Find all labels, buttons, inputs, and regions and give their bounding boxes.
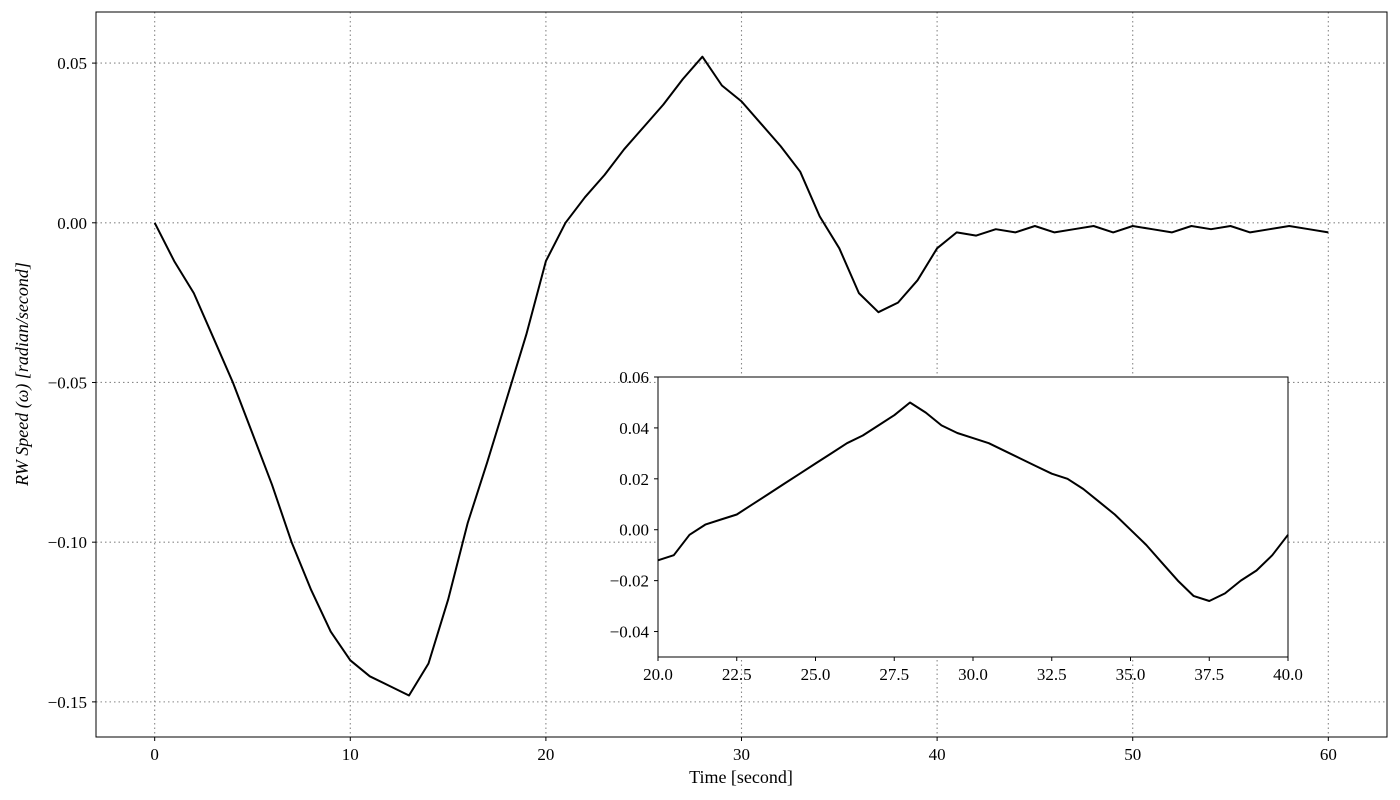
inset-x-tick-label: 27.5	[879, 665, 909, 684]
main-x-tick-label: 10	[342, 745, 359, 764]
inset-ticks	[654, 376, 1289, 661]
main-y-tick-label: 0.00	[57, 214, 87, 233]
inset-x-tick-label: 22.5	[722, 665, 752, 684]
main-y-tick-label: −0.10	[48, 533, 87, 552]
main-x-tick-label: 30	[733, 745, 750, 764]
main-x-tick-label: 50	[1124, 745, 1141, 764]
main-series	[153, 55, 1329, 697]
inset-x-tick-label: 25.0	[801, 665, 831, 684]
main-x-tick-label: 0	[150, 745, 159, 764]
main-x-tick-label: 40	[929, 745, 946, 764]
inset-x-tick-label: 30.0	[958, 665, 988, 684]
main-x-tick-label: 20	[537, 745, 554, 764]
inset-tick-labels: 20.0 22.5 25.0 27.5 30.0 32.5 35.0 37.5 40.0 −0.0…	[610, 368, 1303, 684]
inset-series-line	[657, 401, 1289, 602]
inset-background	[658, 377, 1288, 657]
main-plot-frame	[95, 11, 1388, 738]
inset-y-tick-label: 0.00	[619, 521, 649, 540]
inset-x-tick-label: 37.5	[1194, 665, 1224, 684]
main-y-tick-label: 0.05	[57, 54, 87, 73]
inset-x-tick-label: 40.0	[1273, 665, 1303, 684]
main-series-line	[153, 55, 1329, 697]
inset-plot-frame	[657, 376, 1289, 658]
inset-x-tick-label: 35.0	[1116, 665, 1146, 684]
main-y-tick-label: −0.05	[48, 373, 87, 392]
inset-y-tick-label: −0.02	[610, 572, 649, 591]
main-ticks	[92, 62, 1329, 741]
inset-series	[657, 401, 1289, 602]
main-tick-labels: 0 10 20 30 40 50 60 −0.15 −0.10 −0.05 0.00 0.05	[48, 54, 1337, 764]
inset-y-tick-label: 0.04	[619, 419, 649, 438]
main-y-tick-label: −0.15	[48, 693, 87, 712]
inset-x-tick-label: 20.0	[643, 665, 673, 684]
inset-y-tick-label: 0.02	[619, 470, 649, 489]
inset-y-tick-label: −0.04	[610, 623, 650, 642]
main-x-tick-label: 60	[1320, 745, 1337, 764]
main-y-axis-label: RW Speed (ω) [radian/second]	[12, 262, 33, 487]
inset-y-tick-label: 0.06	[619, 368, 649, 387]
main-x-axis-label: Time [second]	[689, 767, 793, 787]
inset-x-tick-label: 32.5	[1037, 665, 1067, 684]
